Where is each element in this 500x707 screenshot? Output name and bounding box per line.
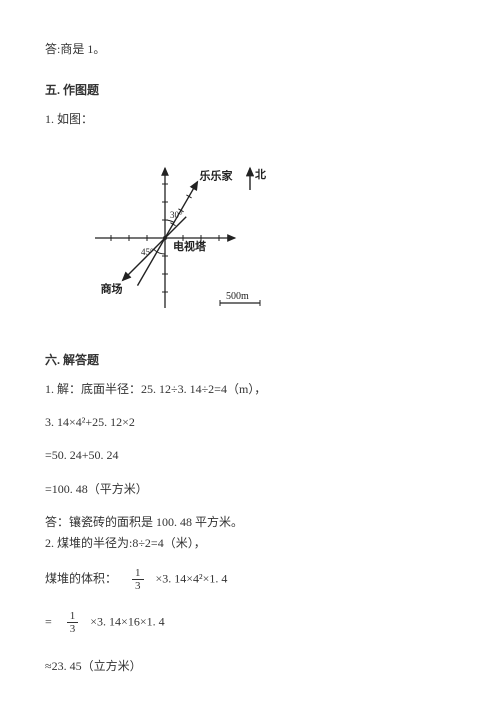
q6-1-line3: =50. 24+50. 24: [45, 446, 455, 465]
q6-1-answer: 答：镶瓷砖的面积是 100. 48 平方米。: [45, 513, 455, 532]
frac-den-b: 3: [67, 623, 79, 635]
q6-2-step: = 1 3 ×3. 14×16×1. 4: [45, 610, 455, 635]
svg-text:30°: 30°: [170, 210, 183, 220]
direction-diagram: 乐乐家 30° 商场 45° 电视塔 北 500m: [70, 148, 270, 323]
svg-text:45°: 45°: [141, 247, 154, 257]
fraction-1-3-b: 1 3: [67, 610, 79, 635]
eq-sign: =: [45, 615, 52, 629]
q6-2-line1: 2. 煤堆的半径为:8÷2=4（米），: [45, 534, 455, 553]
q5-1: 1. 如图：: [45, 110, 455, 129]
section-5-title: 五. 作图题: [45, 81, 455, 100]
q6-1-line2: 3. 14×4²+25. 12×2: [45, 413, 455, 432]
svg-text:乐乐家: 乐乐家: [200, 168, 234, 182]
q6-1-line1: 1. 解：底面半径：25. 12÷3. 14÷2=4（m），: [45, 380, 455, 399]
q6-1-line4: =100. 48（平方米）: [45, 480, 455, 499]
svg-text:500m: 500m: [226, 291, 249, 302]
vol-expr2: ×3. 14×16×1. 4: [90, 615, 164, 629]
svg-text:电视塔: 电视塔: [173, 239, 207, 253]
frac-den: 3: [132, 580, 144, 592]
frac-num-b: 1: [67, 610, 79, 623]
section-6-title: 六. 解答题: [45, 351, 455, 370]
q6-2-volume: 煤堆的体积： 1 3 ×3. 14×4²×1. 4: [45, 567, 455, 592]
vol-prefix: 煤堆的体积：: [45, 571, 117, 585]
answer-line: 答:商是 1。: [45, 40, 455, 59]
svg-text:商场: 商场: [101, 281, 123, 295]
svg-text:北: 北: [255, 167, 266, 181]
diagram-container: 乐乐家 30° 商场 45° 电视塔 北 500m: [70, 148, 455, 329]
vol-expr1: ×3. 14×4²×1. 4: [156, 571, 228, 585]
frac-num: 1: [132, 567, 144, 580]
fraction-1-3: 1 3: [132, 567, 144, 592]
q6-2-result: ≈23. 45（立方米）: [45, 657, 455, 676]
